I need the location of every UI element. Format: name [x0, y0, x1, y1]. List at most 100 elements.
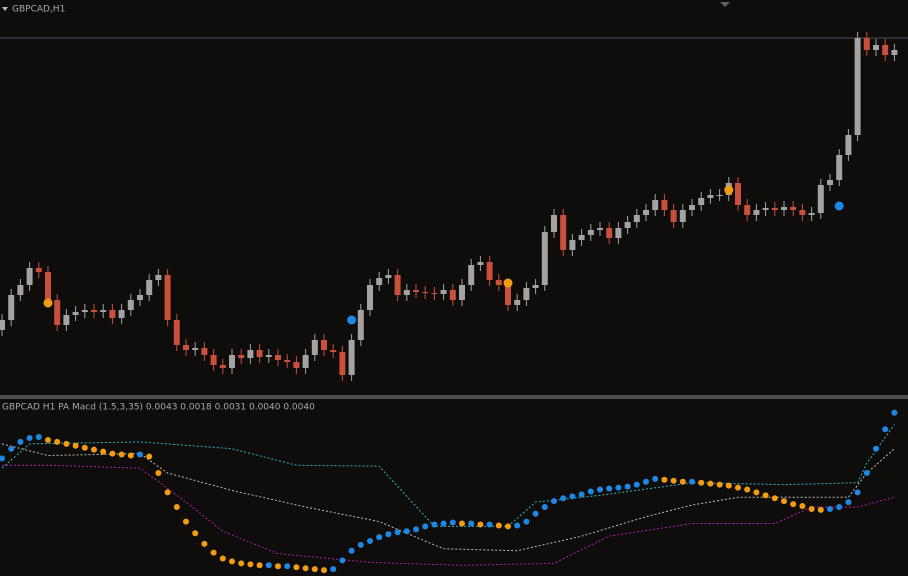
candle-body	[771, 208, 778, 210]
macd-dot	[339, 557, 346, 564]
signal-marker	[724, 185, 734, 195]
candle-body	[578, 235, 585, 240]
candle-body	[91, 310, 97, 312]
macd-dot	[394, 529, 401, 536]
candle-body	[891, 50, 898, 55]
candle-body	[210, 355, 217, 365]
macd-dot	[661, 476, 668, 483]
macd-dot	[633, 481, 640, 488]
candle-body	[201, 348, 208, 355]
candle-body	[256, 350, 263, 357]
macd-dot	[459, 520, 465, 527]
macd-dot	[265, 562, 272, 569]
candle-body	[311, 340, 318, 355]
candle-body	[698, 198, 705, 205]
macd-dot	[863, 470, 870, 476]
macd-dot	[376, 534, 383, 541]
macd-dot	[247, 561, 254, 568]
macd-dot	[836, 504, 843, 510]
macd-dot	[827, 505, 833, 512]
candle-body	[569, 240, 576, 250]
candle-body	[633, 215, 640, 222]
macd-dot	[8, 445, 15, 452]
candle-body	[45, 272, 51, 300]
candle-body	[367, 285, 373, 310]
candle-body	[652, 200, 659, 210]
candle-body	[339, 352, 346, 375]
indicator-title: GBPCAD H1 PA Macd (1.5,3,35) 0.0043 0.00…	[2, 403, 315, 413]
candle-body	[845, 135, 852, 155]
candle-body	[854, 38, 861, 135]
macd-dot	[137, 451, 143, 458]
candle-body	[624, 222, 631, 228]
candle-body	[505, 285, 511, 305]
macd-dot	[615, 484, 622, 491]
candle-body	[72, 312, 79, 315]
macd-dot	[753, 489, 760, 496]
macd-dot	[698, 479, 705, 486]
candle-body	[137, 295, 143, 300]
macd-dot	[505, 523, 511, 530]
macd-dot	[72, 442, 79, 449]
candle-body	[523, 288, 530, 300]
macd-dot	[449, 519, 456, 526]
candle-body	[164, 275, 171, 320]
candle-body	[238, 355, 245, 358]
macd-dot	[192, 530, 199, 537]
macd-dot	[468, 520, 475, 527]
shift-marker	[720, 2, 730, 7]
candle-body	[790, 207, 797, 210]
candle-body	[422, 292, 429, 293]
macd-dot	[845, 499, 852, 506]
candle-body	[468, 265, 475, 285]
candle-body	[330, 350, 337, 352]
macd-dot	[127, 452, 134, 459]
signal-line	[2, 464, 895, 566]
candle-body	[477, 262, 484, 265]
macd-dot	[670, 477, 677, 484]
macd-dot	[771, 495, 778, 502]
signal-marker	[43, 298, 53, 308]
macd-dot	[118, 451, 125, 458]
macd-dot	[403, 528, 410, 535]
macd-dot	[689, 478, 695, 485]
candle-body	[762, 208, 769, 210]
macd-dot	[81, 444, 88, 451]
collapse-icon	[2, 7, 8, 11]
candle-body	[265, 355, 272, 357]
candle-body	[459, 285, 465, 300]
candle-body	[100, 310, 107, 312]
candle-body	[26, 268, 33, 285]
macd-dot	[173, 504, 180, 510]
candle-body	[8, 295, 15, 320]
candle-body	[413, 290, 419, 292]
macd-dot	[486, 521, 493, 528]
candle-body	[127, 300, 134, 310]
candle-body	[863, 38, 870, 50]
macd-dot	[808, 505, 815, 512]
candle-body	[716, 195, 723, 196]
candle-body	[63, 315, 70, 325]
candle-body	[54, 300, 61, 325]
candle-body	[486, 262, 493, 280]
macd-dot	[440, 520, 447, 527]
candle-body	[247, 350, 254, 358]
macd-dot	[725, 482, 732, 489]
candle-body	[146, 280, 153, 295]
macd-dot	[164, 489, 171, 496]
candle-body	[109, 310, 116, 318]
macd-dot	[330, 566, 337, 573]
candle-body	[376, 278, 383, 285]
candle-body	[302, 355, 309, 368]
candle-body	[449, 290, 456, 300]
macd-dot	[551, 498, 557, 505]
macd-dot	[26, 435, 33, 442]
candle-body	[275, 355, 281, 360]
macd-dot	[532, 510, 539, 517]
macd-dot	[54, 438, 61, 445]
candle-body	[81, 310, 88, 312]
macd-dot	[624, 483, 631, 490]
macd-dot	[560, 495, 567, 502]
candle-body	[403, 290, 410, 295]
macd-dot	[229, 558, 235, 565]
